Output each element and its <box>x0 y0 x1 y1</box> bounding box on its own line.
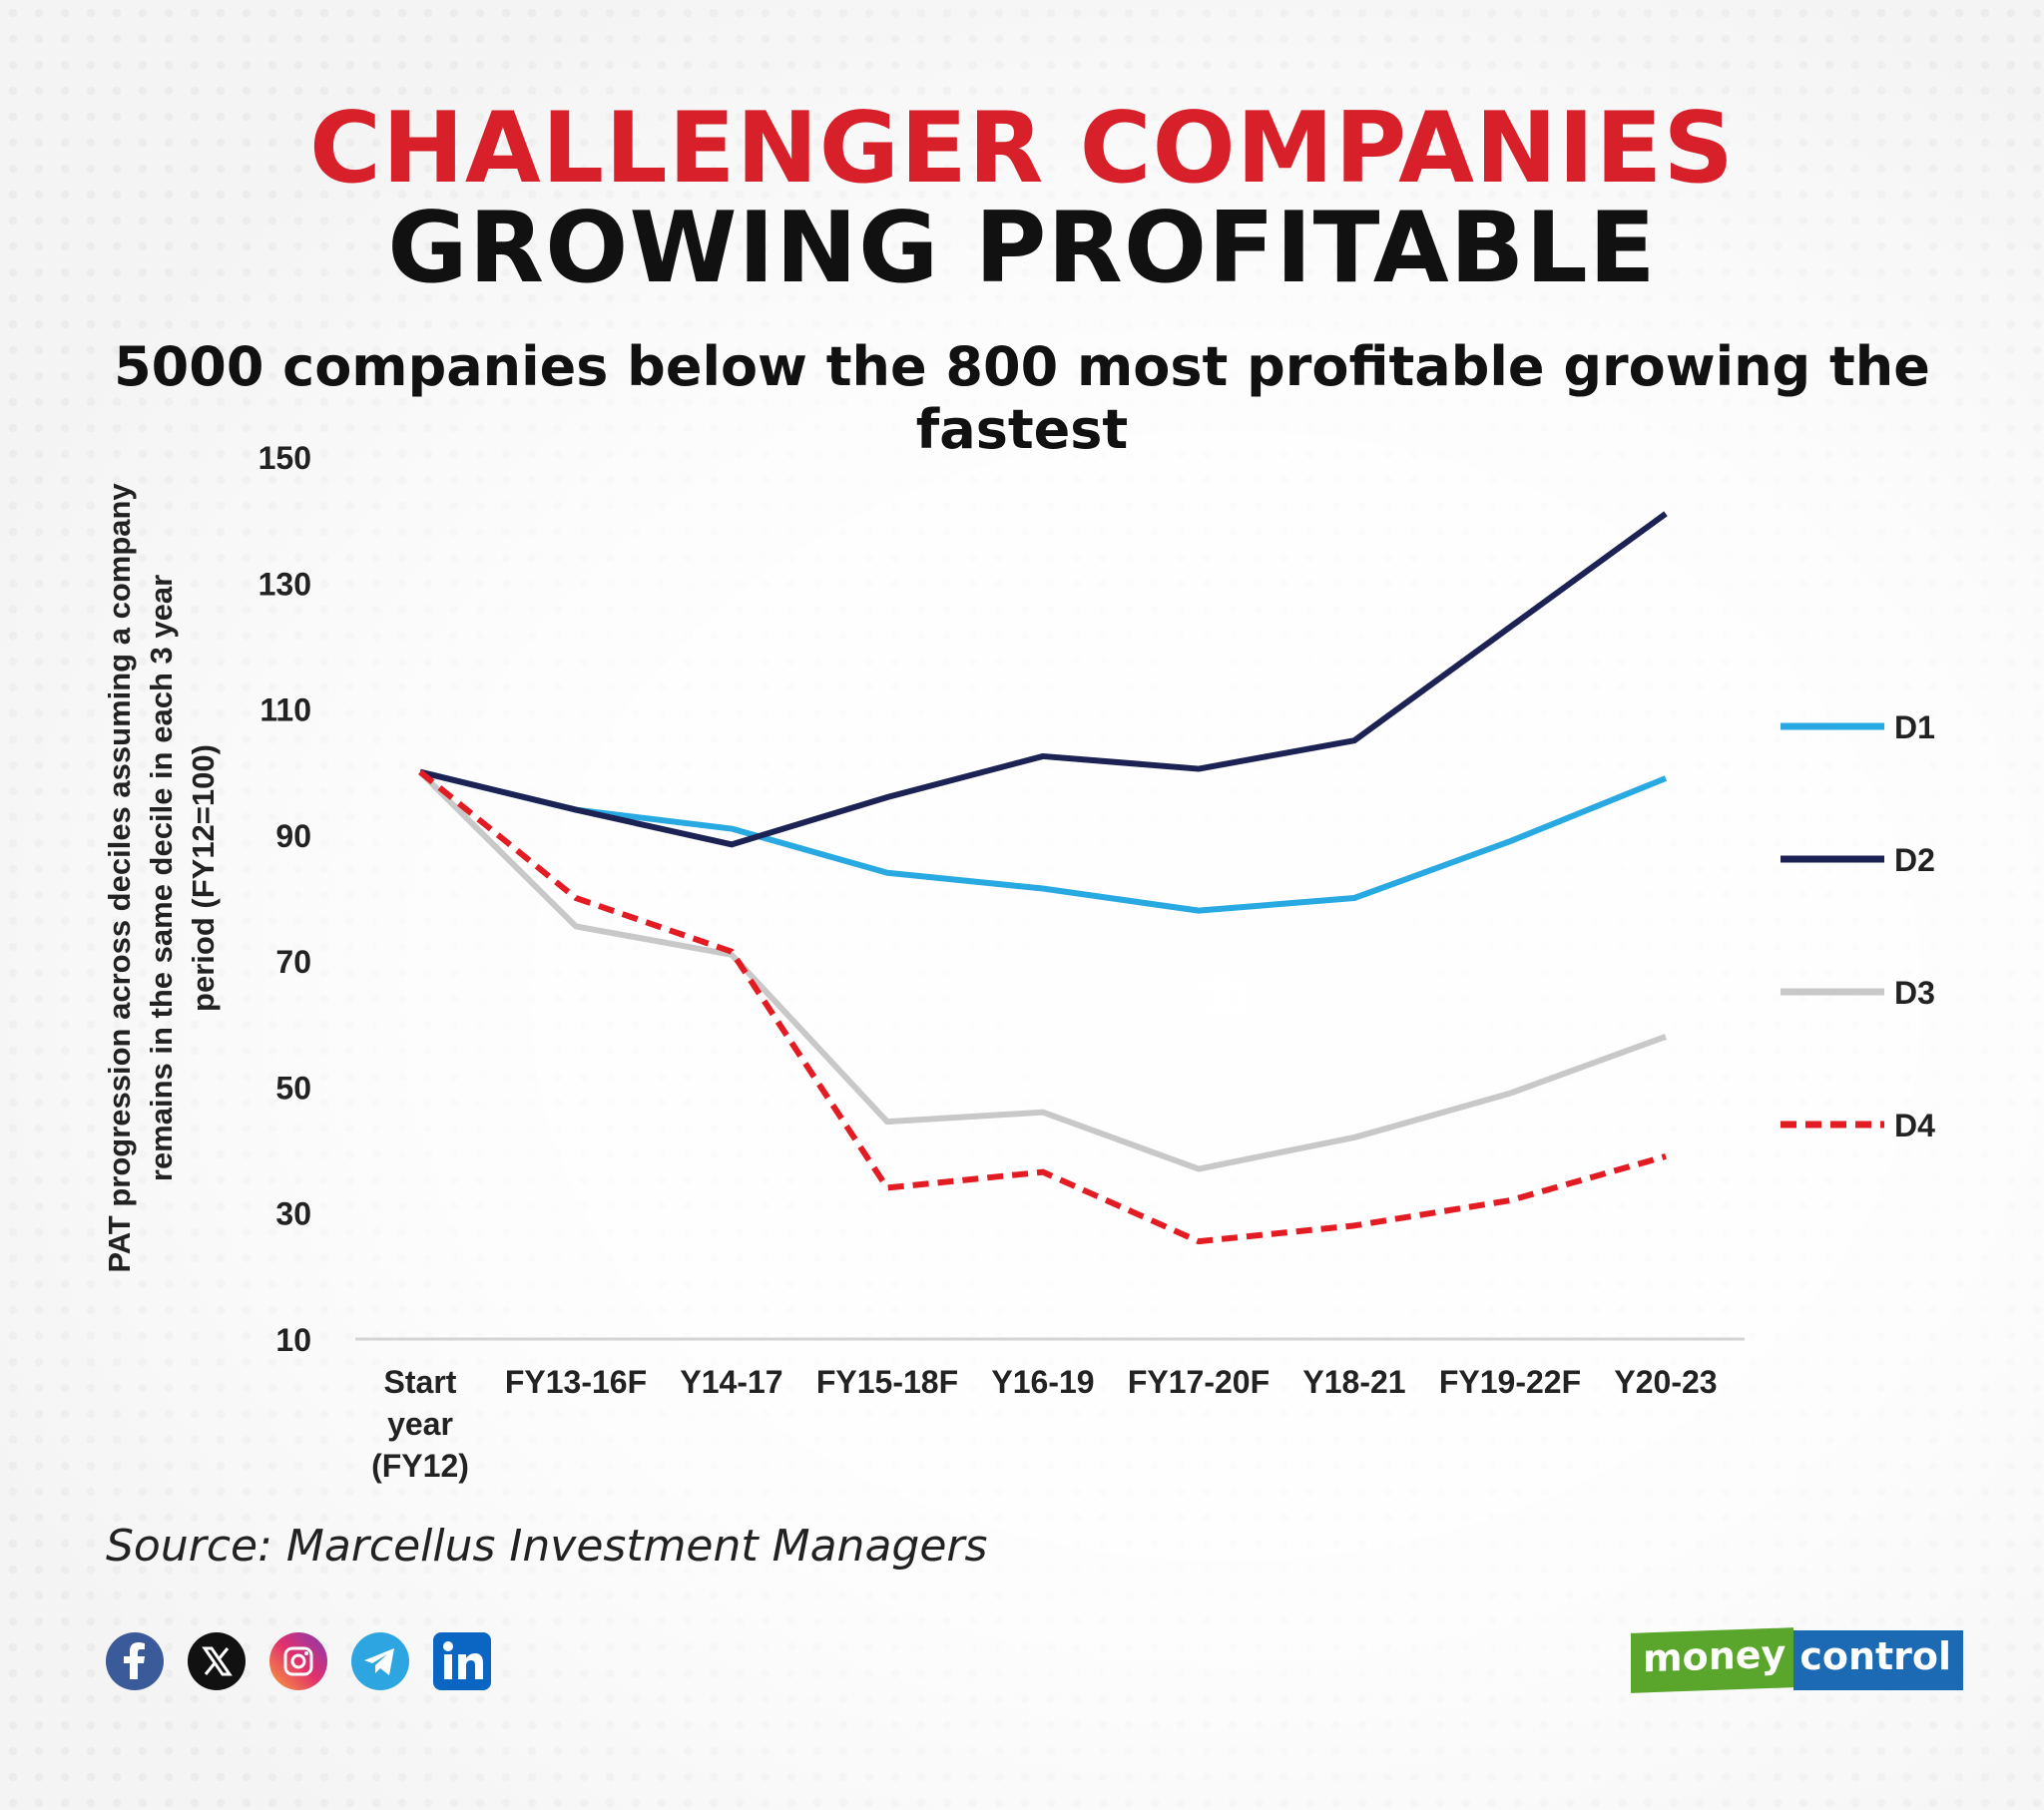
linkedin-icon[interactable] <box>433 1632 491 1690</box>
title-line2: GROWING PROFITABLE <box>387 192 1657 305</box>
facebook-icon[interactable] <box>106 1632 164 1690</box>
x-tick-label: year <box>387 1406 453 1442</box>
moneycontrol-logo[interactable]: money control <box>1631 1627 1964 1693</box>
y-tick-label: 90 <box>275 818 311 854</box>
x-tick-label: FY13-16F <box>505 1364 647 1400</box>
x-tick-label: Y20-23 <box>1614 1364 1717 1400</box>
x-tick-label: Y16-19 <box>991 1364 1094 1400</box>
x-icon[interactable] <box>188 1632 246 1690</box>
x-tick-label: (FY12) <box>371 1448 469 1484</box>
series-line-d3 <box>417 769 1668 1172</box>
logo-part-money: money <box>1631 1627 1794 1693</box>
y-axis-title: PAT progression across deciles assuming … <box>102 483 137 1273</box>
x-tick-label: FY17-20F <box>1128 1364 1270 1400</box>
y-axis-title: remains in the same decile in each 3 yea… <box>144 575 179 1181</box>
y-tick-label: 70 <box>275 944 311 980</box>
title-line1: CHALLENGER COMPANIES <box>308 92 1736 206</box>
legend-label-d2: D2 <box>1894 842 1935 878</box>
series-line-d1 <box>419 768 1668 914</box>
series-line-d2 <box>419 511 1668 848</box>
y-tick-label: 10 <box>275 1322 311 1358</box>
chart-subtitle: 5000 companies below the 800 most profit… <box>114 335 1930 461</box>
y-tick-label: 110 <box>259 692 311 728</box>
legend-label-d1: D1 <box>1894 709 1935 745</box>
y-tick-label: 30 <box>275 1196 311 1232</box>
x-tick-label: Start <box>384 1364 457 1400</box>
source-note: Source: Marcellus Investment Managers <box>106 1521 988 1572</box>
x-tick-label: Y14-17 <box>680 1364 782 1400</box>
y-tick-label: 150 <box>258 440 311 476</box>
logo-part-control: control <box>1793 1630 1964 1690</box>
legend-label-d3: D3 <box>1894 975 1935 1011</box>
series-line-d4 <box>418 769 1667 1245</box>
y-tick-label: 50 <box>275 1070 311 1106</box>
y-axis-title: period (FY12=100) <box>186 744 221 1012</box>
x-tick-label: FY15-18F <box>816 1364 958 1400</box>
x-tick-label: Y18-21 <box>1302 1364 1405 1400</box>
telegram-icon[interactable] <box>351 1632 409 1690</box>
instagram-icon[interactable] <box>269 1632 327 1690</box>
x-tick-label: FY19-22F <box>1439 1364 1581 1400</box>
legend-label-d4: D4 <box>1894 1108 1935 1143</box>
y-tick-label: 130 <box>258 566 311 602</box>
